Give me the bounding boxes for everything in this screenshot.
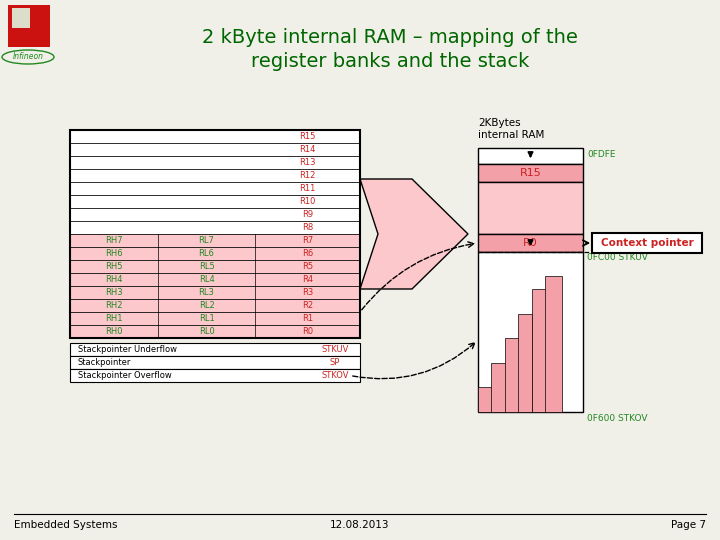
Text: R8: R8 [302, 223, 313, 232]
Text: R13: R13 [300, 158, 316, 167]
Text: R3: R3 [302, 288, 313, 297]
Text: 12.08.2013: 12.08.2013 [330, 520, 390, 530]
Bar [518, 314, 532, 412]
Text: 0F600 STKOV: 0F600 STKOV [587, 414, 647, 423]
Bar [70, 343, 360, 356]
Bar [8, 5, 50, 47]
Text: R0: R0 [302, 327, 313, 336]
Text: RH4: RH4 [105, 275, 122, 284]
Text: R1: R1 [302, 314, 313, 323]
Text: RL2: RL2 [199, 301, 215, 310]
Bar [70, 143, 360, 156]
Text: Stackpointer Underflow: Stackpointer Underflow [78, 345, 177, 354]
Text: Embedded Systems: Embedded Systems [14, 520, 117, 530]
Bar [70, 130, 360, 338]
Text: R4: R4 [302, 275, 313, 284]
Text: RL1: RL1 [199, 314, 215, 323]
Bar [70, 260, 360, 273]
Text: R5: R5 [302, 262, 313, 271]
Text: RL7: RL7 [199, 236, 215, 245]
Text: R7: R7 [302, 236, 313, 245]
Text: internal RAM: internal RAM [478, 130, 544, 140]
Bar [70, 130, 360, 143]
Bar [70, 325, 360, 338]
Bar [478, 234, 583, 252]
Bar [70, 247, 360, 260]
Text: R12: R12 [300, 171, 315, 180]
Bar [478, 148, 583, 164]
Bar [545, 276, 562, 412]
Bar [70, 156, 360, 169]
Text: STKOV: STKOV [321, 371, 348, 380]
Text: 2 kByte internal RAM – mapping of the
register banks and the stack: 2 kByte internal RAM – mapping of the re… [202, 28, 578, 71]
Bar [70, 356, 360, 369]
Bar [70, 299, 360, 312]
Text: RL3: RL3 [199, 288, 215, 297]
Bar [70, 221, 360, 234]
Text: Stackpointer: Stackpointer [78, 358, 131, 367]
Text: Infineon: Infineon [12, 52, 43, 61]
Bar [70, 208, 360, 221]
Text: R2: R2 [302, 301, 313, 310]
Bar [70, 286, 360, 299]
Bar [70, 369, 360, 382]
Bar [478, 182, 583, 234]
Polygon shape [360, 179, 468, 289]
Bar [70, 273, 360, 286]
Text: RH7: RH7 [105, 236, 123, 245]
Text: STKUV: STKUV [321, 345, 348, 354]
Text: RH3: RH3 [105, 288, 123, 297]
Text: R11: R11 [300, 184, 315, 193]
FancyBboxPatch shape [592, 233, 702, 253]
Text: RH6: RH6 [105, 249, 123, 258]
Text: RH2: RH2 [105, 301, 122, 310]
Text: RL0: RL0 [199, 327, 215, 336]
Bar [70, 169, 360, 182]
Text: RH5: RH5 [105, 262, 122, 271]
Text: RH1: RH1 [105, 314, 122, 323]
Text: R15: R15 [520, 168, 541, 178]
Bar [70, 234, 360, 247]
Text: 2KBytes: 2KBytes [478, 118, 521, 128]
Bar [70, 195, 360, 208]
Text: R9: R9 [302, 210, 313, 219]
Text: R0: R0 [523, 238, 538, 248]
Bar [12, 8, 30, 28]
Text: R14: R14 [300, 145, 315, 154]
Text: RH0: RH0 [105, 327, 122, 336]
Bar [531, 289, 546, 412]
Text: Stackpointer Overflow: Stackpointer Overflow [78, 371, 172, 380]
Text: 0FC00 STKUV: 0FC00 STKUV [587, 253, 648, 262]
Bar [478, 164, 583, 182]
Text: SP: SP [330, 358, 340, 367]
Text: R10: R10 [300, 197, 315, 206]
Text: R6: R6 [302, 249, 313, 258]
Text: R15: R15 [300, 132, 315, 141]
Text: RL6: RL6 [199, 249, 215, 258]
Text: RL5: RL5 [199, 262, 215, 271]
Bar [505, 338, 519, 412]
Bar [478, 252, 583, 412]
Text: 0FDFE: 0FDFE [587, 150, 616, 159]
Bar [70, 312, 360, 325]
Text: Context pointer: Context pointer [600, 238, 693, 248]
Bar [70, 182, 360, 195]
Bar [491, 363, 505, 412]
Text: RL4: RL4 [199, 275, 215, 284]
Text: Page 7: Page 7 [671, 520, 706, 530]
Bar [478, 387, 492, 412]
